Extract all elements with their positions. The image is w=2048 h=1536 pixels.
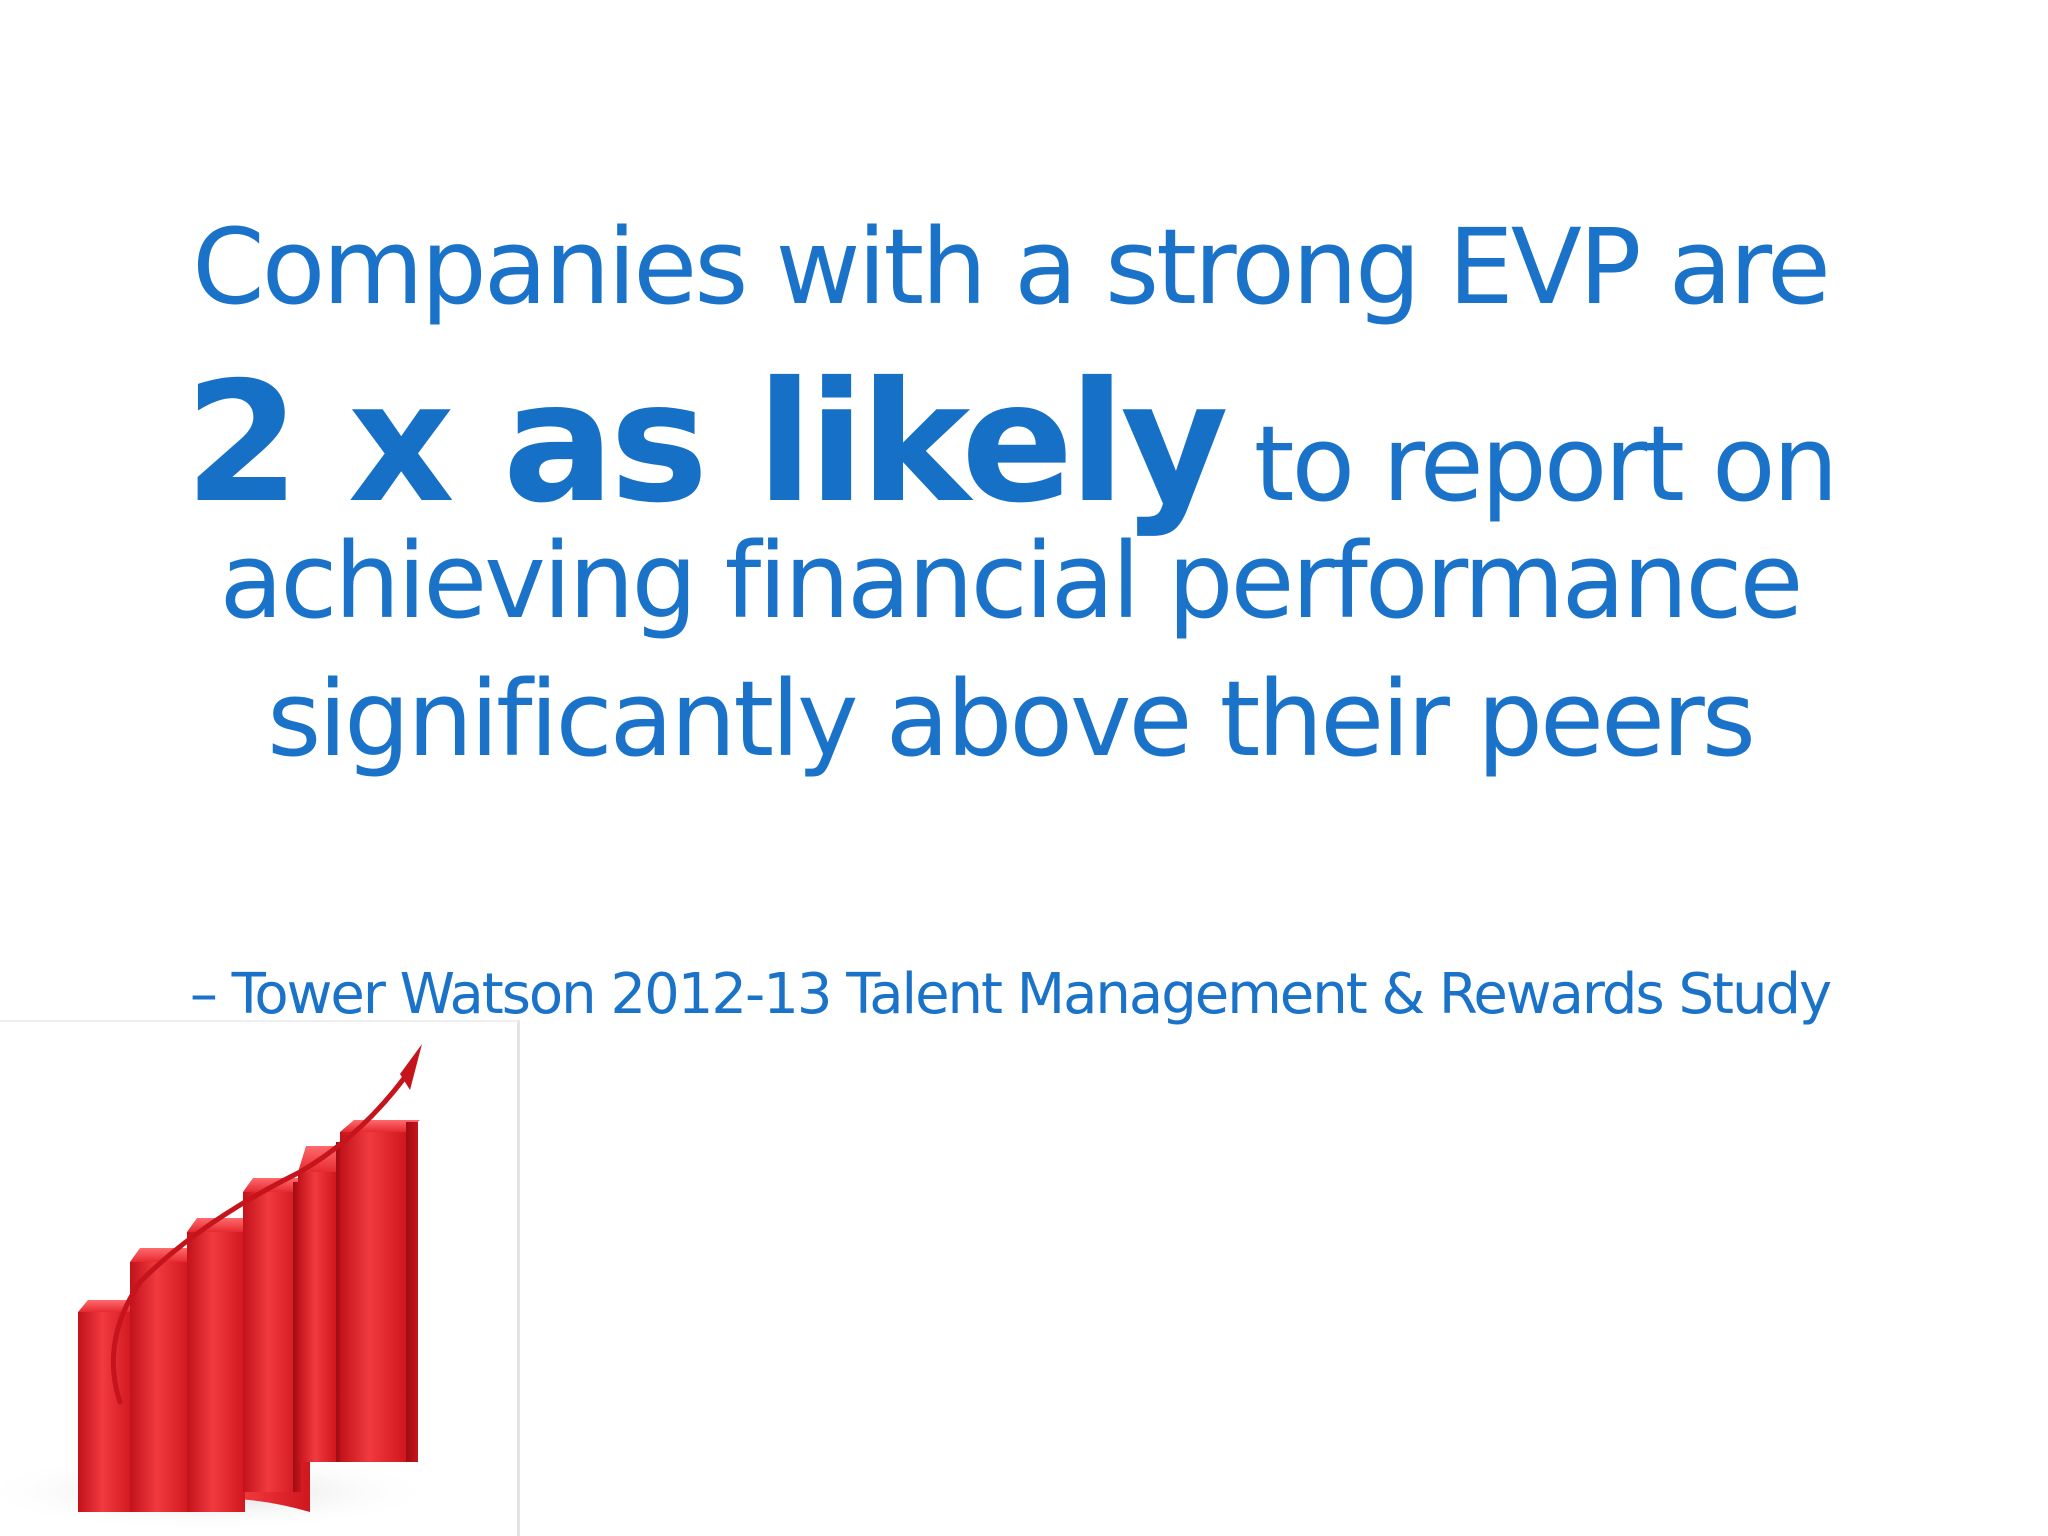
quote-block: Companies with a strong EVP are 2 x as l… [180, 215, 1840, 805]
quote-emphasis: 2 x as likely [184, 347, 1229, 540]
bar-5 [298, 1172, 336, 1462]
rising-arrow-icon [110, 1044, 422, 1405]
attribution: – Tower Watson 2012-13 Talent Management… [189, 962, 1832, 1027]
quote-line-3: achieving financial performance [219, 520, 1803, 642]
bar-6 [340, 1132, 406, 1462]
bar-3 [187, 1232, 245, 1512]
growth-chart-illustration [0, 1044, 460, 1532]
quote-line-4: significantly above their peers [267, 658, 1756, 780]
bar-4 [243, 1192, 299, 1492]
bar-6-side [406, 1122, 418, 1462]
bar-2 [130, 1262, 190, 1512]
bar-4-side [293, 1182, 301, 1492]
growth-chart-image [0, 1020, 520, 1536]
stepped-bars [78, 1120, 420, 1512]
quote-line-2: 2 x as likely to report on [180, 361, 1840, 529]
bar-2-top [130, 1248, 200, 1262]
bar-1 [78, 1312, 133, 1512]
quote-line-1: Companies with a strong EVP are [192, 206, 1831, 328]
quote-line-2-rest: to report on [1223, 403, 1839, 525]
